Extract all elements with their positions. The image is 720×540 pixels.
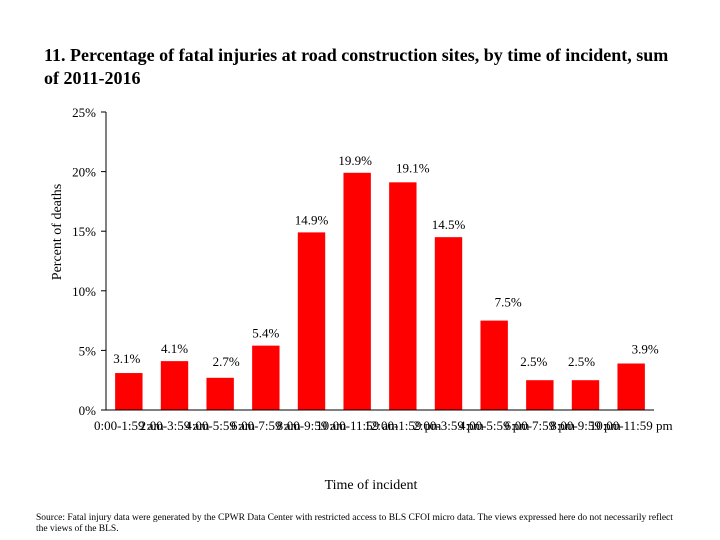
bar: [206, 377, 234, 410]
value-label: 2.7%: [213, 354, 240, 369]
chart-title: 11. Percentage of fatal injuries at road…: [44, 45, 669, 88]
source-note: Source: Fatal injury data were generated…: [36, 513, 673, 534]
value-label: 19.9%: [338, 153, 372, 168]
value-label: 2.5%: [520, 354, 547, 369]
x-tick-label: 12:00-1:59 pm: [364, 418, 441, 433]
y-tick-label: 0%: [79, 403, 97, 418]
x-tick-label: 0:00-1:59 am: [94, 418, 164, 433]
y-tick-label: 10%: [72, 284, 96, 299]
bars: [115, 172, 645, 410]
value-label: 14.5%: [432, 217, 466, 232]
value-label: 3.9%: [632, 342, 659, 357]
x-tick-label: 6:00-7:59 am: [231, 418, 301, 433]
x-tick-label: 4:00-5:59 am: [185, 418, 255, 433]
x-tick-label: 8:00-9:59 am: [277, 418, 347, 433]
value-label: 5.4%: [252, 326, 279, 341]
bar: [480, 320, 508, 410]
y-tick-label: 15%: [72, 224, 96, 239]
x-tick-label: 10:00-11:59 pm: [590, 418, 673, 433]
x-tick-label: 2:00-3:59 am: [140, 418, 210, 433]
y-tick-label: 20%: [72, 165, 96, 180]
value-labels: 3.1% 4.1% 2.7% 5.4% 14.9% 19.9% 19.1% 14.5% 7.5%…: [113, 153, 659, 369]
value-label: 14.9%: [295, 212, 329, 227]
bar: [389, 182, 417, 410]
value-label: 19.1%: [396, 160, 430, 175]
x-tick-label: 4:00-5:59 pm: [459, 418, 529, 433]
bar: [617, 363, 645, 410]
x-tick-label: 2:00-3:59 pm: [413, 418, 483, 433]
x-tick-label: 10:00-11:59 am: [316, 418, 398, 433]
x-axis-title: Time of incident: [325, 478, 418, 493]
bar: [115, 373, 143, 410]
value-label: 3.1%: [113, 351, 140, 366]
y-tick-label: 5%: [79, 343, 97, 358]
x-tick-labels: 0:00-1:59 am2:00-3:59 am4:00-5:59 am6:00…: [94, 418, 673, 433]
y-tick-label: 25%: [72, 105, 96, 120]
bar: [526, 380, 554, 410]
bar: [160, 361, 189, 410]
value-label: 4.1%: [161, 341, 188, 356]
value-label: 7.5%: [495, 295, 522, 310]
bar: [434, 237, 463, 410]
value-label: 2.5%: [568, 354, 595, 369]
bar: [252, 345, 280, 410]
bar: [297, 232, 326, 410]
y-axis-ticks: 0% 5% 10% 15% 20% 25%: [72, 105, 106, 418]
bar: [343, 172, 371, 410]
x-tick-label: 6:00-7:59 pm: [505, 418, 575, 433]
bar: [571, 380, 600, 410]
y-axis-title: Percent of deaths: [50, 184, 65, 280]
x-tick-label: 8:00-9:59 pm: [550, 418, 620, 433]
